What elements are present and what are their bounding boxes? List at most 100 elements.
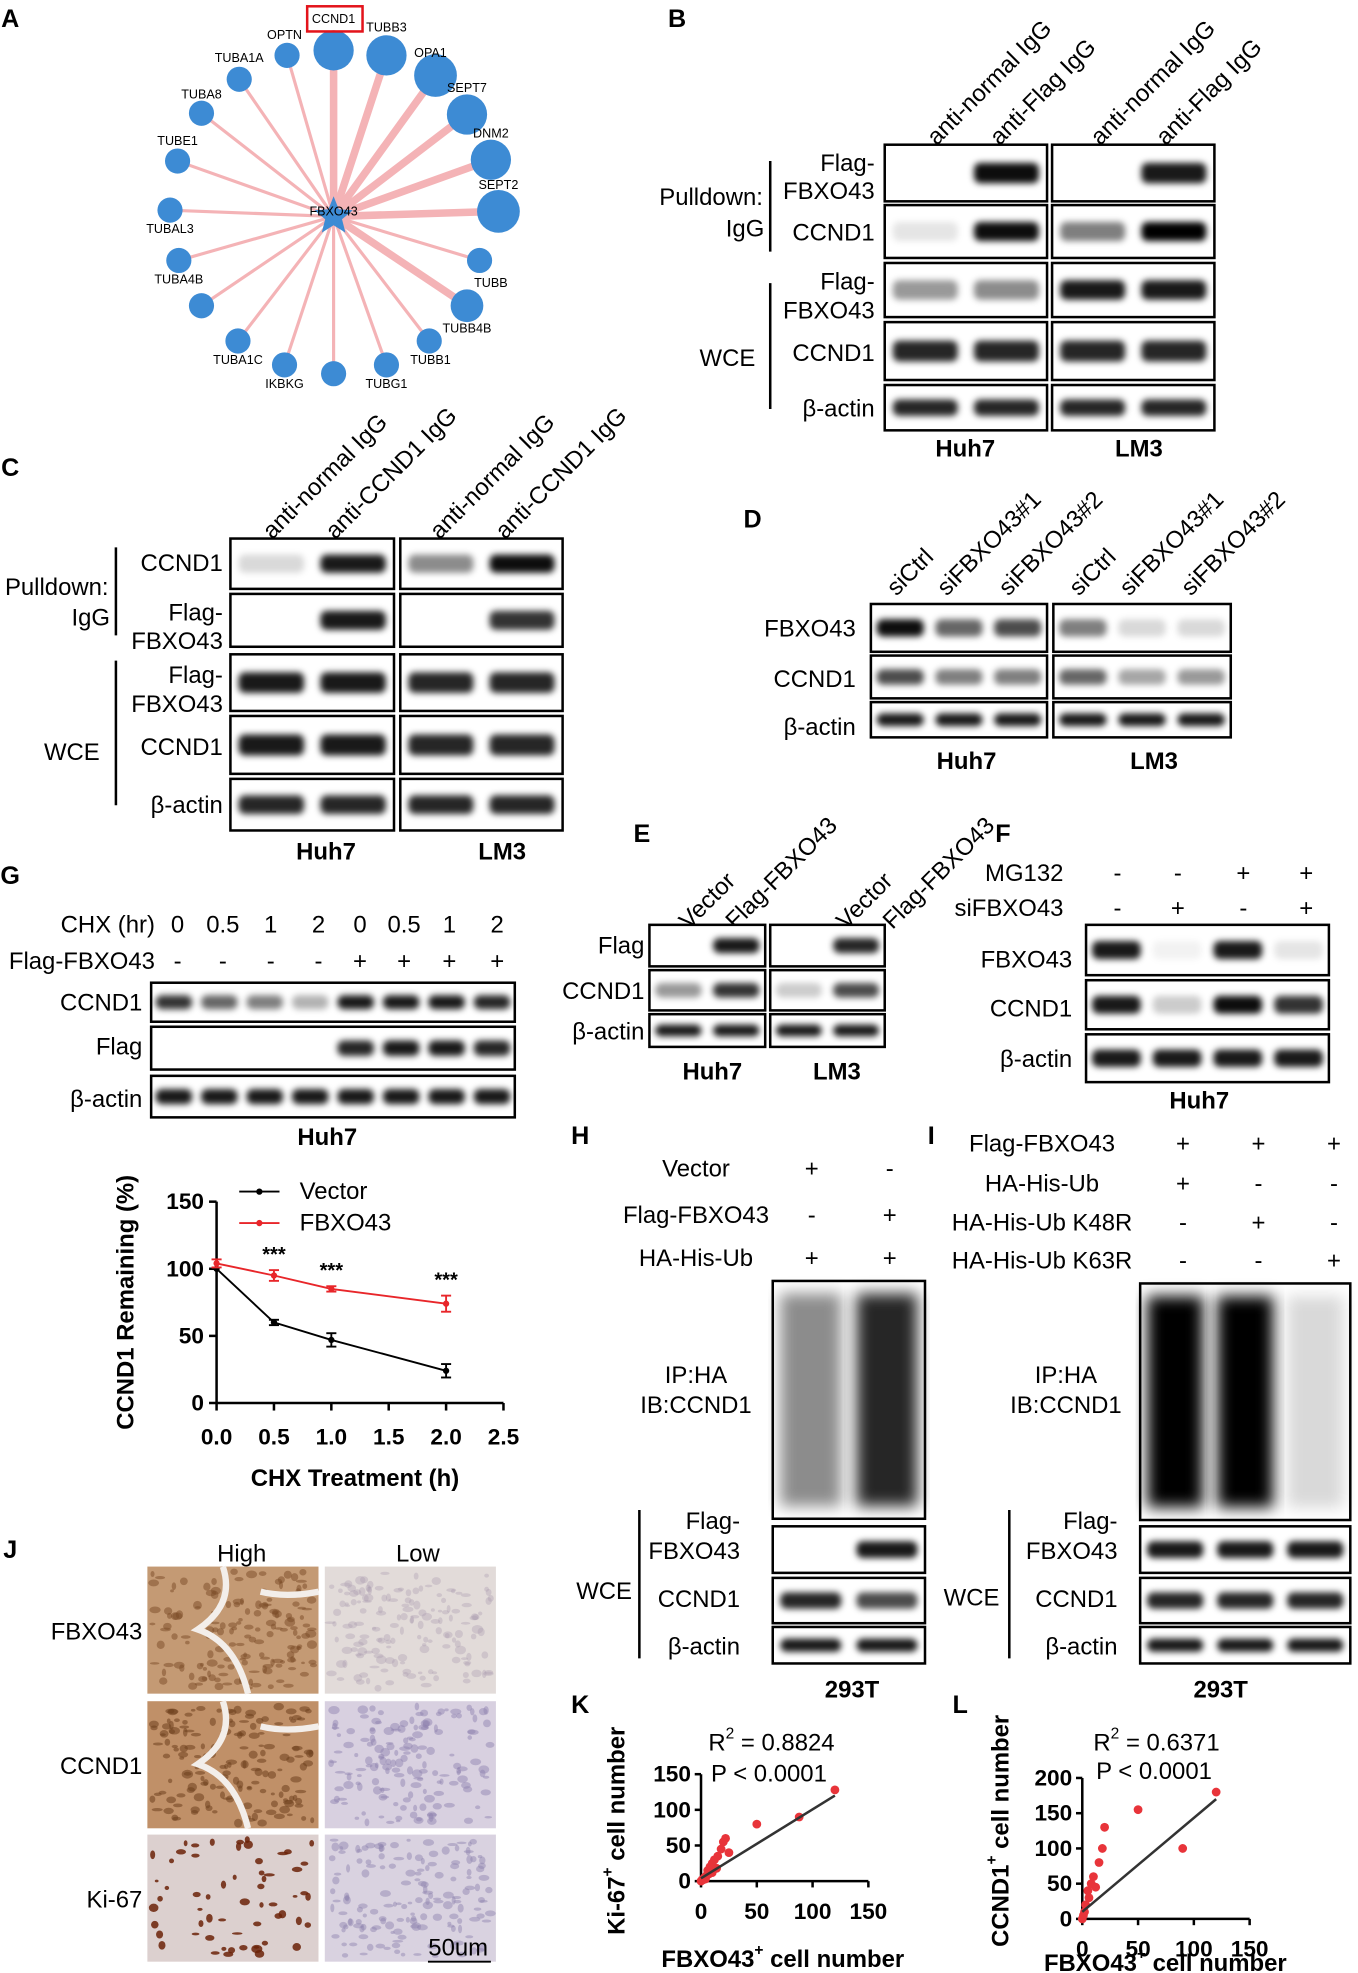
- legend-label: FBXO43: [300, 1210, 392, 1237]
- ihc-cell: [357, 1705, 369, 1714]
- ihc-cell: [454, 1640, 461, 1648]
- blot-frame: [1084, 923, 1331, 977]
- ihc-cell: [244, 1608, 251, 1615]
- ihc-cell: [332, 1876, 340, 1885]
- edge: [177, 159, 335, 218]
- band: [974, 162, 1039, 184]
- ihc-cell: [200, 1775, 205, 1782]
- band: [1217, 1592, 1274, 1609]
- ihc-cell: [391, 1658, 399, 1668]
- ihc-cell: [248, 1732, 260, 1739]
- ihc-cell: [238, 1720, 250, 1723]
- node: [414, 54, 457, 97]
- ihc-cell: [469, 1916, 481, 1922]
- ihc-cell: [344, 1604, 351, 1608]
- ihc-cell: [331, 1726, 340, 1730]
- ihc-cell: [461, 1781, 471, 1789]
- panel-letter: A: [1, 5, 19, 33]
- ihc-cell: [443, 1802, 455, 1808]
- ihc-cell: [299, 1671, 309, 1677]
- band: [1274, 1049, 1323, 1067]
- ihc-cell: [415, 1897, 423, 1904]
- ihc-cell: [469, 1708, 475, 1716]
- group-label: WCE: [700, 345, 756, 372]
- ihc-cell: [355, 1679, 365, 1685]
- blot-frame: [1138, 1282, 1352, 1522]
- ihc-cell: [400, 1778, 406, 1788]
- node-label: TUBE1: [157, 134, 198, 148]
- ihc-cell: [409, 1617, 414, 1624]
- ihc-image: [324, 1701, 496, 1829]
- ihc-cell: [361, 1869, 370, 1878]
- ihc-cell: [449, 1753, 455, 1757]
- band: [155, 1089, 193, 1105]
- band: [1287, 1541, 1344, 1558]
- ihc-cell: [417, 1924, 428, 1931]
- node: [416, 328, 442, 354]
- treatment-sign: +: [883, 1245, 897, 1272]
- ihc-cell: [274, 1913, 283, 1919]
- treatment-sign: +: [1327, 1130, 1341, 1157]
- ihc-cell: [272, 1609, 279, 1616]
- ihc-cell: [469, 1838, 477, 1845]
- ihc-cell: [456, 1767, 461, 1776]
- ihc-cell: [232, 1874, 237, 1880]
- ihc-cell: [207, 1650, 214, 1659]
- ihc-cell: [422, 1890, 434, 1895]
- blot-frame: [229, 537, 396, 591]
- ihc-cell: [169, 1729, 176, 1734]
- ihc-cell: [378, 1793, 388, 1801]
- ihc-cell: [436, 1593, 443, 1598]
- ihc-cell: [344, 1591, 351, 1596]
- ihc-cell: [258, 1744, 265, 1748]
- ihc-cell: [477, 1627, 485, 1637]
- ihc-cell: [286, 1756, 295, 1763]
- fit-line: [700, 1794, 836, 1880]
- band: [320, 795, 386, 814]
- ihc-cell: [261, 1940, 269, 1946]
- ihc-cell: [481, 1669, 487, 1679]
- ihc-cell: [346, 1773, 352, 1781]
- band: [489, 554, 555, 573]
- ihc-cell: [411, 1922, 422, 1931]
- ihc-cell: [404, 1597, 412, 1604]
- band: [1177, 713, 1225, 727]
- band: [1118, 669, 1166, 685]
- ihc-cell: [413, 1816, 424, 1824]
- treatment-sign: +: [397, 948, 411, 975]
- band: [856, 1541, 918, 1558]
- treatment: HA-His-Ub K63R: [952, 1247, 1133, 1274]
- panel-letter: G: [0, 862, 20, 890]
- ihc-cell: [458, 1924, 463, 1934]
- band: [892, 222, 958, 242]
- ihc-cell: [454, 1629, 463, 1639]
- x-tick-label: 100: [794, 1899, 832, 1924]
- ip-label: IB:CCND1: [1010, 1392, 1122, 1419]
- ihc-cell: [336, 1733, 342, 1738]
- band: [428, 995, 465, 1010]
- ihc-cell: [439, 1778, 444, 1785]
- ihc-cell: [386, 1743, 395, 1751]
- row-label: Flag: [96, 1033, 142, 1060]
- ihc-cell: [221, 1946, 227, 1951]
- data-point: [1089, 1872, 1098, 1882]
- node: [446, 94, 488, 135]
- band: [408, 734, 474, 756]
- ihc-cell: [401, 1904, 408, 1910]
- ihc-cell: [150, 1850, 156, 1860]
- treatment-sign: 0.5: [387, 911, 420, 938]
- ihc-cell: [353, 1589, 362, 1596]
- blot-frame: [399, 592, 564, 649]
- ihc-cell: [175, 1849, 187, 1855]
- text-part: Ki-67: [603, 1877, 630, 1935]
- treatment-sign: -: [1179, 1247, 1187, 1274]
- text-part: cell number: [603, 1727, 630, 1868]
- ihc-cell: [453, 1899, 462, 1904]
- y-tick-label: 100: [653, 1797, 691, 1822]
- treatment-sign: 0: [171, 911, 184, 938]
- data-point: [1091, 1882, 1101, 1892]
- y-axis-title: CCND1+ cell number: [983, 1715, 1014, 1947]
- ihc-cell: [379, 1787, 391, 1792]
- text-part: +: [1137, 1946, 1146, 1963]
- text-part: = 0.8824: [734, 1729, 834, 1756]
